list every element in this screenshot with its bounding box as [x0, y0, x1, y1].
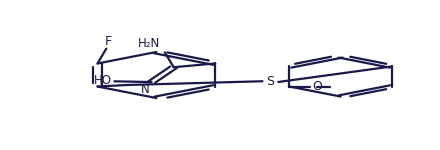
Text: F: F	[105, 35, 112, 48]
Text: H₂N: H₂N	[138, 37, 161, 50]
Text: O: O	[312, 80, 323, 93]
Text: HO: HO	[94, 74, 112, 87]
Text: N: N	[141, 83, 150, 96]
Text: S: S	[267, 75, 275, 88]
